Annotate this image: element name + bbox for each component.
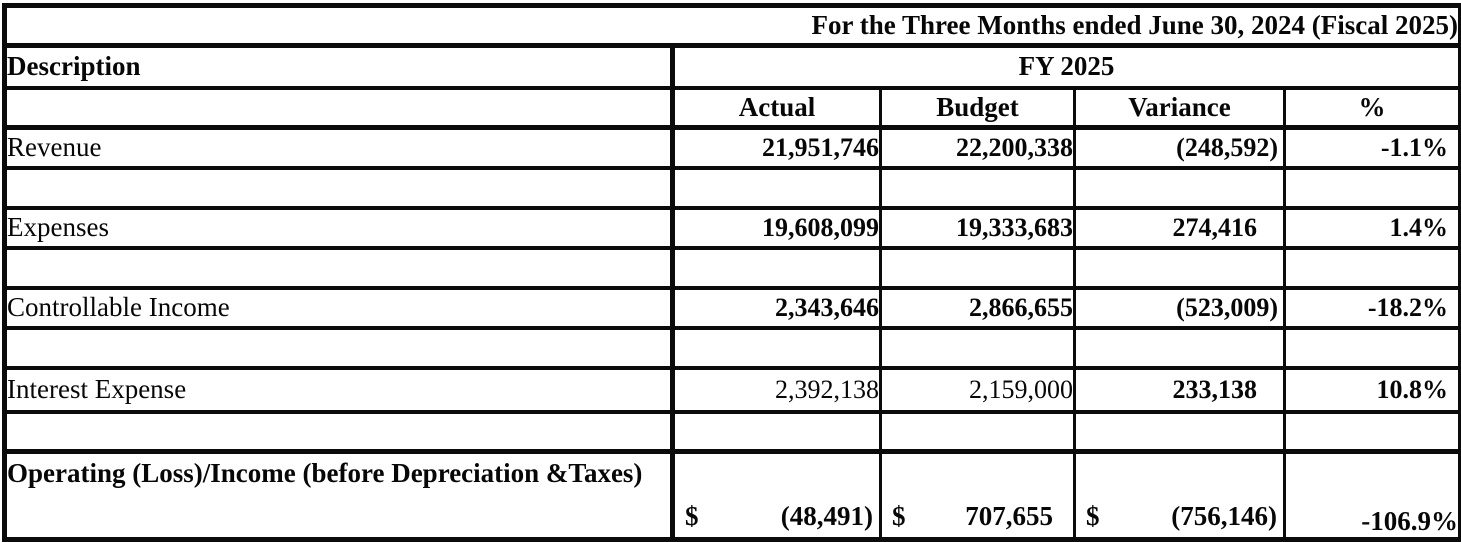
group-header-row: Description FY 2025 [3,43,1461,90]
variance-value: (523,009) [1073,285,1286,330]
percent-value: -18.2% [1282,285,1461,330]
currency-symbol: $ [685,501,699,531]
summary-budget-value: 707,655 [965,501,1053,531]
summary-budget-money: $ 707,655 [884,501,1072,536]
row-label: Revenue [3,125,675,170]
table-row-operating-income: Operating (Loss)/Income (before Deprecia… [3,449,1461,542]
variance-value: 274,416 [1073,205,1286,250]
spacer-row [3,325,1461,370]
table-row-controllable-income: Controllable Income 2,343,646 2,866,655 … [3,285,1461,330]
row-label: Expenses [3,205,675,250]
budget-value: 2,159,000 [879,365,1076,414]
summary-actual-value: (48,491) [780,501,873,531]
column-header-variance: Variance [1073,85,1286,130]
fiscal-year-header: FY 2025 [670,43,1461,90]
actual-value: 19,608,099 [671,205,882,250]
column-header-percent: % [1282,85,1461,130]
summary-row-label: Operating (Loss)/Income (before Deprecia… [3,449,675,542]
spacer-row [3,165,1461,210]
summary-actual-cell: $ (48,491) [671,449,882,542]
budget-value: 22,200,338 [879,125,1076,170]
summary-variance-money: $ (756,146) [1078,501,1282,536]
budget-value: 19,333,683 [879,205,1076,250]
percent-value: 10.8% [1282,365,1461,414]
summary-actual-money: $ (48,491) [676,501,878,536]
table-row-interest-expense: Interest Expense 2,392,138 2,159,000 233… [3,365,1461,414]
report-title: For the Three Months ended June 30, 2024… [2,3,1461,48]
budget-value: 2,866,655 [879,285,1076,330]
empty-header-cell [3,85,675,130]
row-label: Interest Expense [3,365,675,414]
title-row: For the Three Months ended June 30, 2024… [2,3,1461,48]
summary-variance-cell: $ (756,146) [1073,449,1286,542]
summary-budget-cell: $ 707,655 [879,449,1076,542]
column-header-row: Actual Budget Variance % [3,85,1461,130]
financial-table: For the Three Months ended June 30, 2024… [2,3,1461,542]
actual-value: 2,392,138 [671,365,882,414]
percent-value: 1.4% [1282,205,1461,250]
variance-value: 233,138 [1073,365,1286,414]
spacer-row [3,245,1461,290]
currency-symbol: $ [892,501,906,531]
column-header-actual: Actual [671,85,882,130]
row-label: Controllable Income [3,285,675,330]
column-header-budget: Budget [879,85,1076,130]
actual-value: 2,343,646 [671,285,882,330]
description-header: Description [3,43,675,90]
spacer-row [3,409,1461,454]
table-row-revenue: Revenue 21,951,746 22,200,338 (248,592) … [3,125,1461,170]
actual-value: 21,951,746 [671,125,882,170]
variance-value: (248,592) [1073,125,1286,170]
summary-variance-value: (756,146) [1171,501,1277,531]
percent-value: -1.1% [1282,125,1461,170]
summary-percent-value: -106.9% [1282,449,1461,542]
table-row-expenses: Expenses 19,608,099 19,333,683 274,416 1… [3,205,1461,250]
currency-symbol: $ [1086,501,1100,531]
